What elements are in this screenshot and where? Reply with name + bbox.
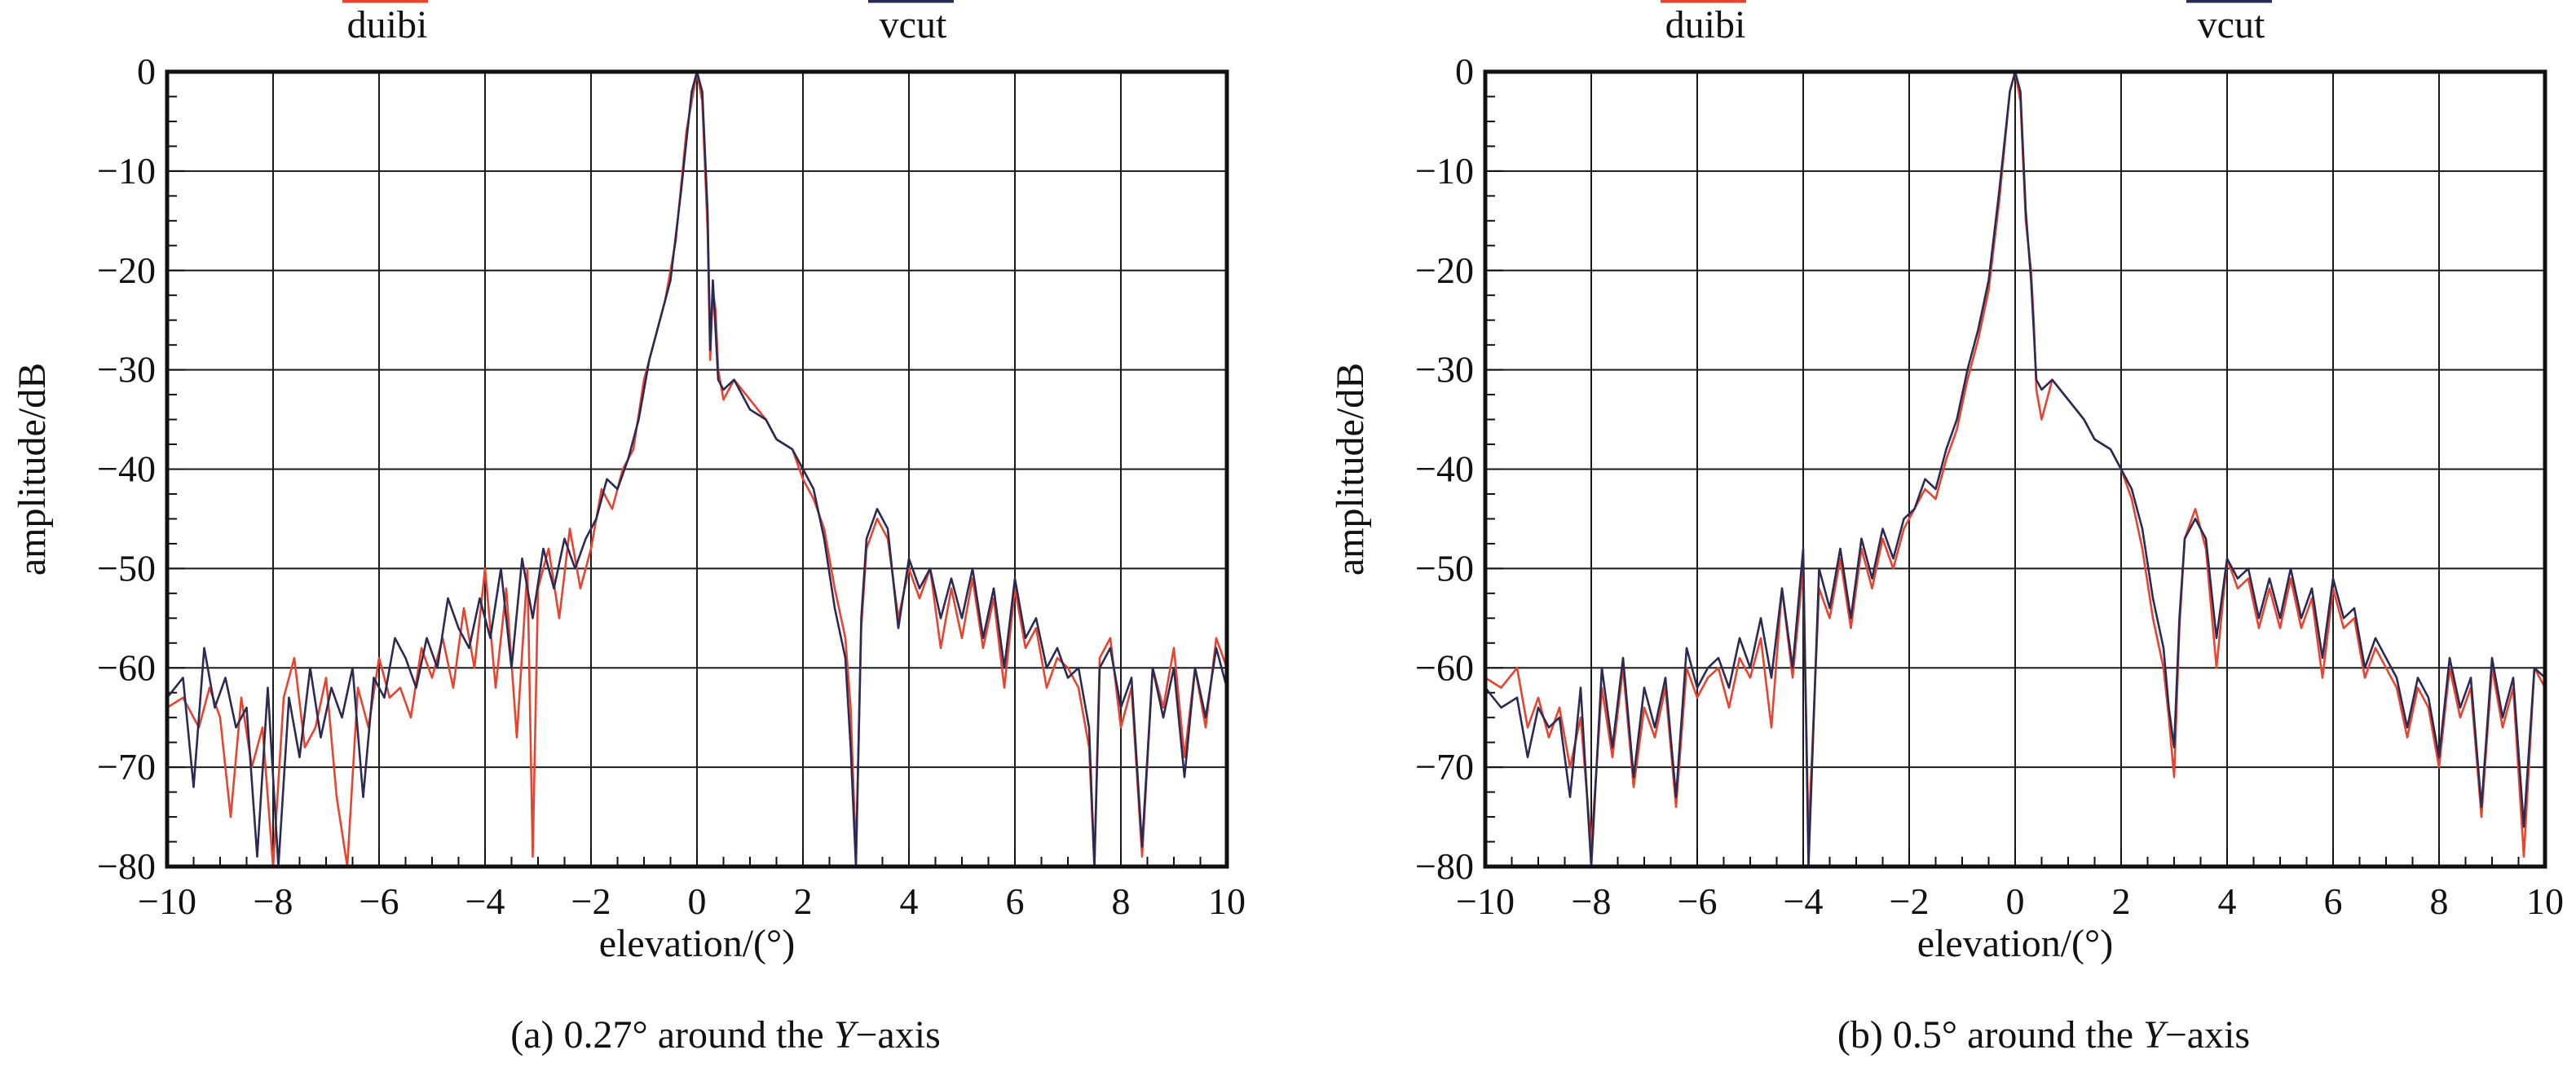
y-tick-label: 0 [137, 51, 156, 92]
y-tick-label: −30 [97, 349, 156, 390]
x-tick-label: 2 [2112, 880, 2131, 922]
x-tick-label: −10 [1456, 880, 1515, 922]
x-tick-label: −2 [1890, 880, 1930, 922]
x-tick-label: 4 [2218, 880, 2237, 922]
x-tick-label: −6 [1678, 880, 1718, 922]
chart-panel-1: −10 −8 −6 −4 −2 0 2 4 6 8 100−10−20−30−40−50−60−70… [1329, 0, 2564, 1057]
panel-caption: (a) 0.27° around the Y−axis [510, 1013, 941, 1057]
y-tick-label: −80 [1415, 845, 1474, 887]
y-tick-label: −40 [97, 448, 156, 490]
x-tick-label: 4 [900, 880, 919, 922]
legend-entry-vcut: vcut [2186, 0, 2272, 46]
series-line-duibi [166, 70, 1228, 868]
x-tick-label: 6 [2324, 880, 2343, 922]
series-line-vcut [1484, 70, 2546, 868]
y-tick-label: −20 [1415, 249, 1474, 291]
plot-frame [165, 69, 1229, 869]
y-tick-label: −10 [1415, 150, 1474, 192]
y-tick-label: −40 [1415, 448, 1474, 490]
x-tick-label: 8 [2430, 880, 2449, 922]
x-tick-label: −10 [138, 880, 196, 922]
y-tick-label: −30 [1415, 349, 1474, 390]
caption-axis: Y [834, 1013, 859, 1057]
x-tick-label: −8 [254, 880, 293, 922]
legend-label: duibi [347, 3, 428, 46]
caption-prefix: (b) 0.5° around the [1837, 1013, 2143, 1057]
x-axis-title: elevation/(°) [599, 922, 795, 965]
legend-entry-duibi: duibi [1661, 0, 1746, 46]
legend-entry-vcut: vcut [868, 0, 954, 46]
x-tick-label: −8 [1572, 880, 1612, 922]
y-tick-label: 0 [1455, 51, 1474, 92]
x-tick-label: 10 [2526, 880, 2564, 922]
y-tick-label: −10 [97, 150, 156, 192]
y-tick-label: −80 [97, 845, 156, 887]
x-tick-label: 2 [794, 880, 813, 922]
x-tick-label: 10 [1208, 880, 1246, 922]
y-axis-title: amplitude/dB [11, 363, 54, 576]
y-tick-label: −50 [97, 547, 156, 589]
y-tick-label: −60 [1415, 646, 1474, 688]
x-axis-title: elevation/(°) [1917, 922, 2113, 965]
legend-label: duibi [1665, 3, 1746, 46]
y-tick-label: −20 [97, 249, 156, 291]
x-tick-label: 0 [2006, 880, 2025, 922]
y-tick-label: −70 [97, 746, 156, 787]
plot-frame [1483, 69, 2547, 869]
y-axis-title: amplitude/dB [1329, 363, 1372, 576]
panel-caption: (b) 0.5° around the Y−axis [1837, 1013, 2250, 1057]
y-tick-label: −70 [1415, 746, 1474, 787]
caption-suffix: −axis [2165, 1013, 2250, 1057]
legend-label: vcut [2198, 3, 2265, 46]
caption-axis: Y [2143, 1013, 2168, 1057]
caption-suffix: −axis [855, 1013, 940, 1057]
x-tick-label: −2 [571, 880, 611, 922]
x-tick-label: 0 [688, 880, 707, 922]
y-tick-label: −50 [1415, 547, 1474, 589]
chart-panel-0: −10 −8 −6 −4 −2 0 2 4 6 8 100−10−20−30−40−50−60−70… [11, 0, 1246, 1057]
legend-entry-duibi: duibi [342, 0, 428, 46]
legend-label: vcut [880, 3, 947, 46]
x-tick-label: 6 [1006, 880, 1025, 922]
x-tick-label: −4 [1784, 880, 1824, 922]
y-tick-label: −60 [97, 646, 156, 688]
caption-prefix: (a) 0.27° around the [510, 1013, 833, 1057]
series-line-vcut [165, 70, 1228, 868]
x-tick-label: 8 [1112, 880, 1131, 922]
x-tick-label: −6 [359, 880, 399, 922]
x-tick-label: −4 [465, 880, 505, 922]
